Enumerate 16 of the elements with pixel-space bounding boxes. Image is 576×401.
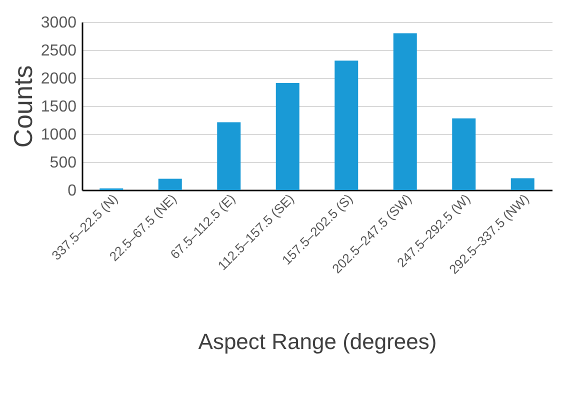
bar bbox=[217, 122, 241, 190]
bar bbox=[158, 178, 182, 190]
bar bbox=[510, 178, 534, 190]
y-tick-label: 1000 bbox=[40, 126, 77, 144]
x-axis-title: Aspect Range (degrees) bbox=[198, 328, 437, 354]
y-tick-label: 500 bbox=[50, 154, 77, 172]
y-axis-title: Counts bbox=[8, 65, 38, 148]
bar bbox=[276, 83, 300, 190]
y-tick-label: 0 bbox=[68, 182, 77, 200]
bar bbox=[452, 118, 476, 190]
bar bbox=[393, 33, 417, 190]
y-tick-label: 2500 bbox=[40, 42, 77, 60]
bar bbox=[334, 60, 358, 190]
y-tick-label: 3000 bbox=[40, 14, 77, 32]
y-tick-label: 2000 bbox=[40, 70, 77, 88]
y-tick-label: 1500 bbox=[40, 98, 77, 116]
